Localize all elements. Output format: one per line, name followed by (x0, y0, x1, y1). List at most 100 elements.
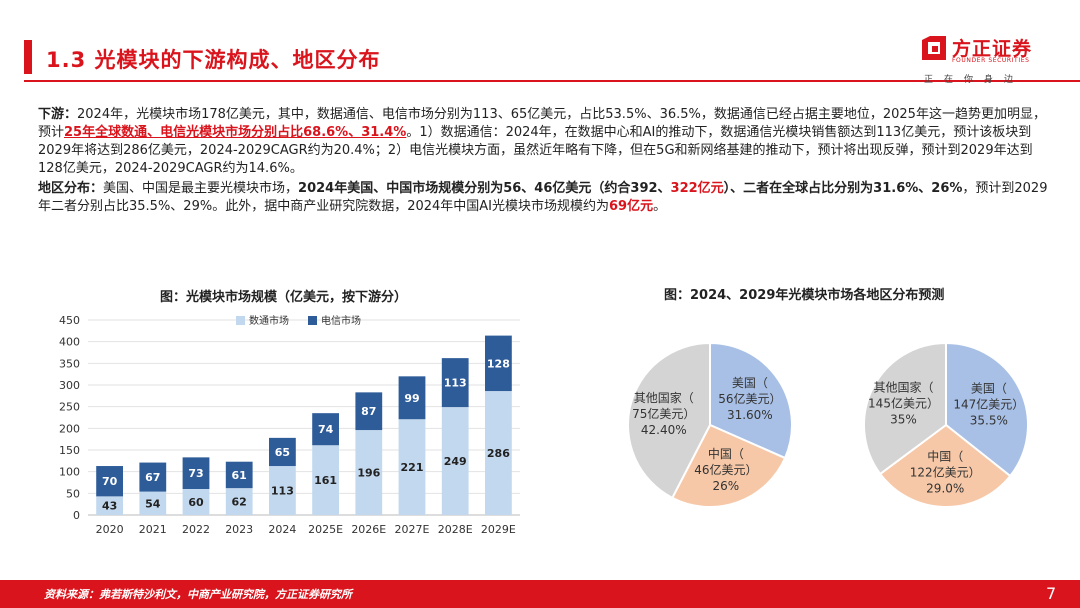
founder-logo: 方正证券 FOUNDER SECURITIES 正在你身边 (920, 32, 1060, 85)
slice-label: 31.60% (727, 408, 773, 422)
slice-label: 145亿美元） (868, 396, 939, 411)
data-label: 61 (232, 469, 247, 482)
slice-label: 42.40% (641, 423, 687, 437)
bar-datacom (441, 407, 469, 515)
pie-slice-us (709, 341, 793, 460)
legend-label: 数通市场 (249, 314, 289, 327)
slice-label: 其他国家（ (634, 390, 694, 405)
footer-bar: 资料来源：弗若斯特沙利文，中商产业研究院，方正证券研究所 7 (0, 580, 1080, 608)
data-label: 161 (314, 474, 337, 487)
x-tick-label: 2021 (139, 523, 167, 536)
bar-datacom (182, 489, 210, 515)
label-downstream: 下游： (38, 107, 78, 122)
pie-slice-us (945, 341, 1029, 478)
label-region: 地区分布： (38, 181, 104, 196)
text-region-e: 。 (653, 199, 667, 214)
x-tick-label: 2028E (438, 523, 473, 536)
text-region-b: 2024年美国、中国市场规模分别为56、46亿美元（约合392、 (298, 181, 671, 196)
body-text: 下游：2024年，光模块市场178亿美元，其中，数据通信、电信市场分别为113、… (38, 106, 1048, 218)
legend-swatch (308, 316, 317, 325)
slice-label: 147亿美元） (953, 396, 1024, 411)
bar-telecom (139, 462, 167, 492)
slice-label: 56亿美元） (718, 391, 781, 406)
data-label: 62 (232, 496, 247, 509)
slice-label: 26% (712, 479, 739, 493)
data-label: 128 (487, 357, 510, 370)
founder-logo-icon (922, 36, 946, 60)
text-downstream-b: 。1）数据通信：2024年，在数据中心和AI的推动下，数据通信光模块销售额达到1… (38, 125, 1033, 176)
title-bar: 1.3 光模块的下游构成、地区分布 方正证券 FOUNDER SECURITIE… (0, 0, 1080, 90)
bar-datacom (269, 466, 296, 515)
data-label: 43 (102, 500, 117, 513)
slice-label: 29.0% (926, 482, 964, 496)
text-region-c: ）、二者在全球占比分别为31.6%、26% (723, 181, 963, 196)
bar-chart-title: 图：光模块市场规模（亿美元，按下游分） (160, 290, 408, 305)
title-divider (24, 80, 1080, 82)
x-tick-label: 2027E (395, 523, 430, 536)
data-label: 65 (275, 446, 290, 459)
pie-slice-other (863, 341, 947, 476)
data-label: 99 (404, 392, 419, 405)
y-tick-label: 0 (73, 509, 80, 522)
pie-slice-other (627, 341, 711, 500)
bar-chart: 0 50 100 150 200 250 300 350 400 450 43 70 2020 54 67 2… (59, 314, 520, 536)
y-tick-label: 50 (66, 487, 80, 500)
data-label: 87 (361, 405, 376, 418)
x-tick-label: 2020 (96, 523, 124, 536)
y-tick-label: 100 (59, 466, 80, 479)
data-label: 74 (318, 423, 334, 436)
logo-slogan: 正在你身边 (924, 75, 1025, 85)
x-tick-label: 2023 (225, 523, 253, 536)
bar-telecom (182, 457, 210, 489)
highlight-share-2025: 25年全球数通、电信光模块市场分别占比68.6%、31.4% (64, 125, 407, 140)
x-tick-label: 2029E (481, 523, 516, 536)
y-tick-label: 200 (59, 422, 80, 435)
data-label: 286 (487, 447, 510, 460)
paragraph-downstream: 下游：2024年，光模块市场178亿美元，其中，数据通信、电信市场分别为113、… (38, 106, 1048, 178)
bar-datacom (312, 445, 339, 515)
slice-label: 美国（ (971, 381, 1007, 395)
bar-datacom (485, 391, 512, 515)
bar-datacom (398, 419, 426, 515)
y-tick-label: 150 (59, 444, 80, 457)
data-label: 113 (444, 377, 467, 390)
slice-label: 中国（ (708, 446, 744, 461)
text-region-a: 美国、中国是最主要光模块市场， (103, 181, 299, 196)
data-label: 70 (102, 475, 118, 488)
data-label: 73 (188, 467, 203, 480)
source-note: 资料来源：弗若斯特沙利文，中商产业研究院，方正证券研究所 (44, 588, 352, 601)
slide-title: 1.3 光模块的下游构成、地区分布 (46, 48, 381, 72)
legend-label: 电信市场 (321, 314, 361, 327)
y-tick-label: 400 (59, 336, 80, 349)
legend-swatch (236, 316, 245, 325)
slice-label: 75亿美元） (632, 406, 695, 421)
slice-label: 中国（ (927, 449, 963, 464)
slice-label: 122亿美元） (910, 465, 981, 480)
bar-datacom (355, 430, 383, 515)
slice-label: 35.5% (970, 413, 1008, 427)
text-region-d: ，预计到2029年二者分别占比35.5%、29%。此外，据中商产业研究院数据，2… (38, 181, 1048, 214)
highlight-china-rmb: 322亿元 (670, 181, 724, 196)
y-tick-label: 300 (59, 379, 80, 392)
x-tick-label: 2025E (308, 523, 343, 536)
bar-telecom (96, 466, 123, 497)
y-tick-label: 350 (59, 357, 80, 370)
bar-datacom (96, 496, 123, 515)
data-label: 221 (401, 461, 424, 474)
bar-datacom (225, 488, 253, 515)
data-label: 54 (145, 497, 161, 510)
bar-telecom (441, 358, 469, 408)
bar-telecom (225, 461, 253, 489)
bar-telecom (312, 413, 339, 446)
y-tick-label: 450 (59, 314, 80, 327)
slice-label: 其他国家（ (873, 380, 933, 395)
pie-chart-title: 图：2024、2029年光模块市场各地区分布预测 (664, 288, 945, 303)
data-label: 67 (145, 471, 160, 484)
logo-english: FOUNDER SECURITIES (952, 57, 1030, 64)
bar-telecom (398, 376, 426, 420)
data-label: 60 (188, 496, 204, 509)
bar-telecom (485, 335, 512, 392)
slice-label: 46亿美元） (694, 462, 757, 477)
page-number: 7 (1046, 584, 1057, 603)
data-label: 249 (444, 455, 467, 468)
